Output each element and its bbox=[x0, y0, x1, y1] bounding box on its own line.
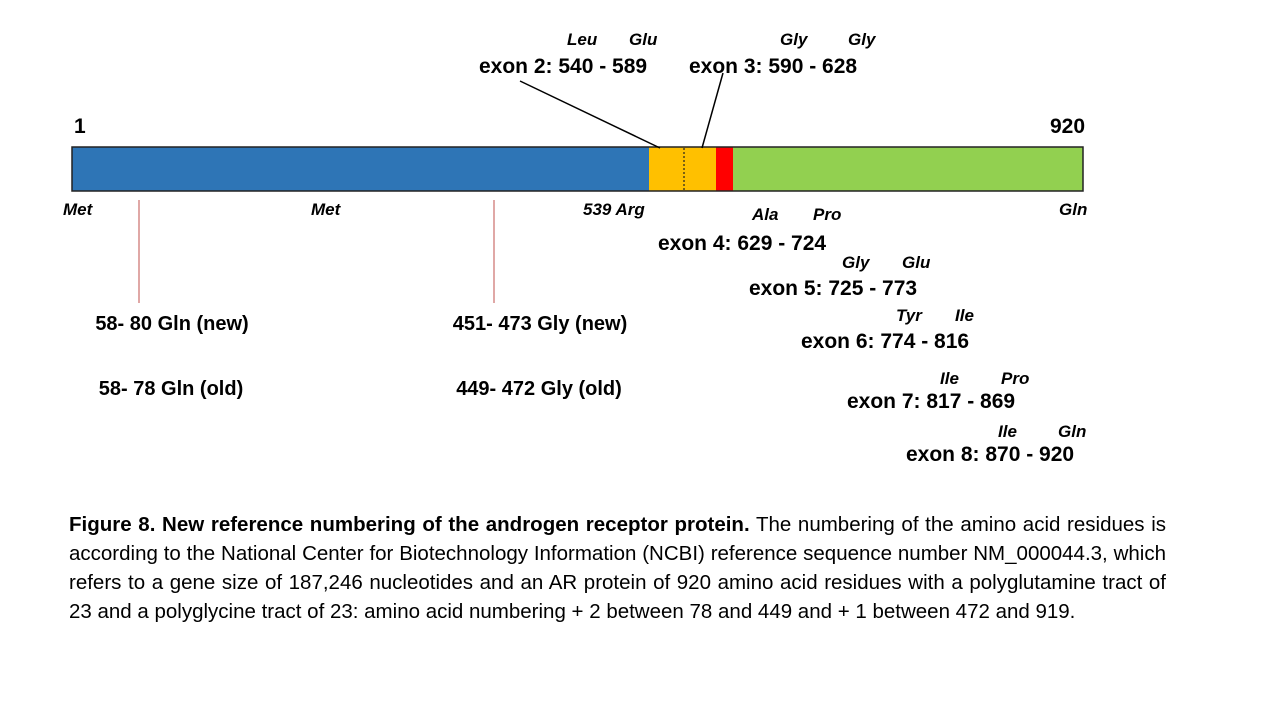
exon7-aa-left: Ile bbox=[940, 369, 959, 388]
exon5-aa-right: Glu bbox=[902, 253, 931, 272]
exon5-label: exon 5: 725 - 773 bbox=[749, 277, 918, 300]
exon6-aa-left: Tyr bbox=[896, 306, 922, 325]
exon2-aa-right: Glu bbox=[629, 30, 658, 49]
exon6-label: exon 6: 774 - 816 bbox=[801, 330, 970, 353]
gln-tract-old-label: 58- 78 Gln (old) bbox=[98, 378, 244, 400]
figure-caption: Figure 8. New reference numbering of the… bbox=[69, 510, 1166, 626]
protein-diagram bbox=[71, 72, 1084, 303]
exon4-aa-left: Ala bbox=[752, 205, 779, 224]
protein-bar-outline bbox=[71, 146, 1084, 192]
exon4-label: exon 4: 629 - 724 bbox=[658, 232, 827, 255]
segment-blue-domain bbox=[72, 147, 649, 191]
exon8-label: exon 8: 870 - 920 bbox=[906, 443, 1075, 466]
residue-label-met: Met bbox=[311, 200, 341, 219]
exon3-aa-right: Gly bbox=[848, 30, 876, 49]
exon6-aa-right: Ile bbox=[955, 306, 974, 325]
exon8-aa-left: Ile bbox=[998, 422, 1017, 441]
segment-orange-domain bbox=[649, 147, 716, 191]
exon2-label: exon 2: 540 - 589 bbox=[479, 55, 648, 78]
gln-tract-new-label: 58- 80 Gln (new) bbox=[95, 313, 249, 335]
exon2-aa-left: Leu bbox=[567, 30, 598, 49]
caption-body: The numbering of the amino acid residues… bbox=[69, 513, 1166, 623]
exon7-label: exon 7: 817 - 869 bbox=[847, 390, 1016, 413]
caption-title: Figure 8. New reference numbering of the… bbox=[69, 513, 750, 536]
gly-tract-new-label: 451- 473 Gly (new) bbox=[452, 313, 628, 335]
residue-label-arg: 539 Arg bbox=[583, 200, 645, 219]
end-position-label: 920 bbox=[1050, 115, 1086, 138]
segment-red-domain bbox=[716, 147, 733, 191]
residue-label-gln-end: Gln bbox=[1059, 200, 1088, 219]
exon7-aa-right: Pro bbox=[1001, 369, 1030, 388]
exon3-pointer-line bbox=[701, 72, 724, 149]
exon4-aa-right: Pro bbox=[813, 205, 842, 224]
exon8-aa-right: Gln bbox=[1058, 422, 1087, 441]
exon2-pointer-line bbox=[519, 80, 661, 149]
segment-green-domain bbox=[733, 147, 1083, 191]
gly-tract-old-label: 449- 472 Gly (old) bbox=[456, 378, 622, 400]
exon5-aa-left: Gly bbox=[842, 253, 870, 272]
start-position-label: 1 bbox=[74, 115, 86, 138]
exon3-aa-left: Gly bbox=[780, 30, 808, 49]
exon3-label: exon 3: 590 - 628 bbox=[689, 55, 858, 78]
residue-label-met-start: Met bbox=[63, 200, 93, 219]
